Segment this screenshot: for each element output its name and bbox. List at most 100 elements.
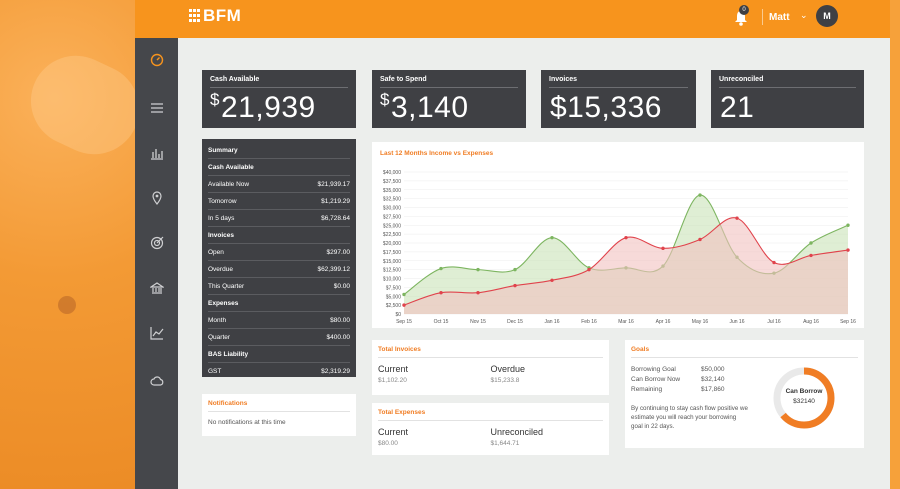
chart-title: Last 12 Months Income vs Expenses: [380, 150, 494, 157]
user-name[interactable]: Matt: [769, 12, 790, 23]
sidebar-item-menu[interactable]: [135, 93, 178, 123]
menu-lines-icon: [150, 103, 163, 113]
stat-unreconciled[interactable]: Unreconciled 21: [711, 70, 864, 128]
income-expenses-chart: $40,000 $37,500 $35,000 $32,500 $30,000 $27,5…: [383, 170, 856, 325]
summary-row: Month $80.00: [208, 312, 350, 329]
series-point-1: [846, 248, 850, 252]
expenses-current-value: $80.00: [378, 440, 398, 447]
goal-row: Remaining $17,860: [631, 385, 725, 393]
trend-chart-icon: [149, 327, 163, 340]
stat-safe-to-spend[interactable]: Safe to Spend $3,140: [372, 70, 526, 128]
expenses-unreconciled-value: $1,644.71: [490, 440, 520, 447]
bank-icon: [149, 282, 164, 294]
series-point-1: [476, 291, 480, 295]
series-point-0: [513, 267, 517, 272]
y-tick-label: $5,000: [386, 294, 402, 300]
series-point-0: [550, 235, 554, 240]
invoices-current-value: $1,102.20: [378, 377, 407, 384]
y-tick-label: $35,000: [383, 188, 401, 194]
divider: [378, 420, 603, 421]
header-divider: [762, 9, 763, 25]
sidebar-item-locations[interactable]: [135, 183, 178, 213]
invoices-overdue-label: Overdue: [490, 364, 526, 374]
series-point-1: [735, 216, 739, 220]
notification-message: No notifications at this time: [208, 419, 286, 426]
stat-label: Invoices: [549, 76, 688, 88]
expenses-unreconciled-label: Unreconciled: [490, 427, 544, 437]
x-tick-label: Jun 16: [729, 319, 744, 325]
sidebar: [135, 38, 178, 489]
goal-row: Can Borrow Now $32,140: [631, 375, 725, 383]
series-point-1: [402, 303, 406, 307]
summary-row: Overdue $62,399.12: [208, 261, 350, 278]
sidebar-item-dashboard[interactable]: [135, 45, 178, 75]
series-point-1: [513, 283, 517, 288]
summary-section-heading: BAS Liability: [208, 346, 350, 363]
chevron-down-icon[interactable]: ⌄: [800, 10, 808, 20]
divider: [631, 357, 858, 358]
x-tick-label: Aug 16: [803, 319, 819, 325]
series-point-1: [809, 253, 813, 258]
income-expenses-chart-panel: $40,000 $37,500 $35,000 $32,500 $30,000 $27,5…: [372, 142, 864, 328]
summary-row: Available Now $21,939.17: [208, 176, 350, 193]
total-expenses-panel: Total Expenses Current $80.00 Unreconcil…: [372, 403, 609, 455]
series-point-0: [402, 292, 406, 297]
avatar[interactable]: M: [816, 5, 838, 27]
summary-title: Summary: [208, 142, 350, 159]
sidebar-item-trends[interactable]: [135, 318, 178, 348]
series-point-0: [439, 266, 443, 271]
series-point-1: [439, 291, 443, 295]
stat-value: $3,140: [380, 90, 469, 124]
summary-row: GST $2,319.29: [208, 368, 350, 375]
sidebar-item-goals[interactable]: [135, 228, 178, 258]
y-tick-label: $10,000: [383, 277, 401, 283]
bar-chart-icon: [150, 149, 163, 160]
panel-title: Total Expenses: [378, 409, 426, 416]
goal-description: By continuing to stay cash flow positive…: [631, 405, 748, 430]
y-tick-label: $27,500: [383, 214, 401, 220]
sidebar-item-reports[interactable]: [135, 138, 178, 168]
series-point-1: [698, 237, 702, 242]
series-point-1: [772, 260, 776, 265]
x-tick-label: Nov 15: [470, 319, 486, 325]
series-point-1: [587, 267, 591, 272]
summary-row: Open $297.00: [208, 244, 350, 261]
x-tick-label: Oct 15: [434, 319, 449, 325]
stat-cash-available[interactable]: Cash Available $21,939: [202, 70, 356, 128]
top-header: BFM 0 Matt ⌄ M: [135, 0, 890, 38]
stat-label: Cash Available: [210, 76, 348, 88]
y-tick-label: $37,500: [383, 179, 401, 185]
divider: [378, 357, 603, 358]
background-highlight: [16, 40, 154, 170]
background-photo: [0, 0, 154, 489]
cloud-icon: [149, 376, 163, 386]
divider: [208, 411, 350, 412]
series-area-1: [404, 217, 848, 314]
y-tick-label: $30,000: [383, 206, 401, 212]
stat-value: $21,939: [210, 90, 316, 124]
x-tick-label: Dec 15: [507, 319, 523, 325]
series-point-1: [624, 235, 628, 240]
summary-row: This Quarter $0.00: [208, 278, 350, 295]
x-tick-label: Jul 16: [767, 319, 781, 325]
x-tick-label: Mar 16: [618, 319, 634, 325]
summary-row: Tomorrow $1,219.29: [208, 193, 350, 210]
series-point-0: [809, 241, 813, 245]
stat-invoices[interactable]: Invoices $15,336: [541, 70, 696, 128]
summary-row: In 5 days $6,728.64: [208, 210, 350, 227]
y-tick-label: $2,500: [386, 303, 402, 309]
summary-panel: Summary Cash Available Available Now $21,…: [202, 139, 356, 377]
stat-value: $15,336: [550, 91, 662, 124]
brand-logo[interactable]: BFM: [189, 6, 241, 26]
map-pin-icon: [151, 191, 162, 205]
total-invoices-panel: Total Invoices Current $1,102.20 Overdue…: [372, 340, 609, 395]
stat-value: 21: [720, 91, 755, 124]
summary-section-heading: Cash Available: [208, 159, 350, 176]
sidebar-item-cloud[interactable]: [135, 366, 178, 396]
y-tick-label: $15,000: [383, 259, 401, 265]
goal-row: Borrowing Goal $50,000: [631, 365, 725, 373]
sidebar-item-banking[interactable]: [135, 273, 178, 303]
borrow-progress-donut: [773, 367, 835, 429]
y-tick-label: $7,500: [386, 285, 402, 291]
dashboard-gauge-icon: [150, 53, 163, 67]
